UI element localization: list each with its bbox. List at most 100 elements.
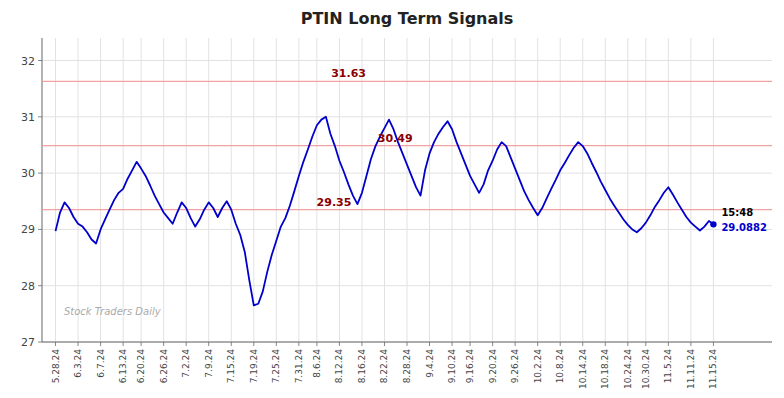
tick-x xyxy=(668,342,669,346)
grid-line-x xyxy=(163,38,164,342)
tick-x xyxy=(605,342,606,346)
tick-x xyxy=(361,342,362,346)
tick-x xyxy=(690,342,691,346)
tick-label-x: 7.9.24 xyxy=(204,349,214,378)
tick-x xyxy=(582,342,583,346)
tick-label-x: 11.11.24 xyxy=(686,349,696,389)
chart: PTIN Long Term Signals2728293031325.28.2… xyxy=(0,0,784,398)
tick-label-y: 27 xyxy=(21,336,35,349)
grid-line-x xyxy=(253,38,254,342)
grid-line-x xyxy=(452,38,453,342)
tick-label-x: 6.7.24 xyxy=(96,349,106,378)
tick-label-x: 6.26.24 xyxy=(159,349,169,384)
tick-x xyxy=(470,342,471,346)
grid-line-x xyxy=(582,38,583,342)
axis-x xyxy=(42,342,772,343)
grid-line-x xyxy=(560,38,561,342)
signal-label: 30.49 xyxy=(378,132,413,145)
grid-line-x xyxy=(55,38,56,342)
plot-area xyxy=(42,81,772,305)
grid-line-x xyxy=(384,38,385,342)
grid-line-x xyxy=(645,38,646,342)
signal-label: 31.63 xyxy=(331,67,366,80)
tick-label-x: 9.16.24 xyxy=(465,349,475,384)
grid-line-x xyxy=(407,38,408,342)
grid-line-x xyxy=(713,38,714,342)
tick-label-x: 8.22.24 xyxy=(379,349,389,384)
tick-y xyxy=(38,116,42,117)
tick-y xyxy=(38,173,42,174)
grid-line-x xyxy=(141,38,142,342)
tick-x xyxy=(186,342,187,346)
tick-x xyxy=(253,342,254,346)
tick-x xyxy=(316,342,317,346)
tick-label-y: 29 xyxy=(21,223,35,236)
tick-label-x: 11.15.24 xyxy=(708,349,718,389)
price-line xyxy=(56,117,714,306)
tick-x xyxy=(560,342,561,346)
tick-label-x: 7.15.24 xyxy=(226,349,236,384)
tick-y xyxy=(38,229,42,230)
tick-x xyxy=(231,342,232,346)
tick-y xyxy=(38,60,42,61)
tick-x xyxy=(537,342,538,346)
tick-x xyxy=(100,342,101,346)
grid-line-x xyxy=(316,38,317,342)
tick-y xyxy=(38,285,42,286)
tick-x xyxy=(276,342,277,346)
tick-x xyxy=(384,342,385,346)
tick-label-x: 10.2.24 xyxy=(533,349,543,384)
tick-label-x: 10.8.24 xyxy=(555,349,565,384)
tick-x xyxy=(123,342,124,346)
signal-line xyxy=(42,209,772,210)
tick-x xyxy=(645,342,646,346)
tick-label-x: 8.12.24 xyxy=(334,349,344,384)
tick-x xyxy=(78,342,79,346)
grid-line-x xyxy=(231,38,232,342)
watermark: Stock Traders Daily xyxy=(64,306,162,317)
title: PTIN Long Term Signals xyxy=(301,9,514,28)
grid-line-x xyxy=(668,38,669,342)
tick-label-x: 10.14.24 xyxy=(578,349,588,389)
tick-label-x: 8.16.24 xyxy=(357,349,367,384)
signal-line xyxy=(42,81,772,82)
tick-x xyxy=(208,342,209,346)
tick-label-y: 32 xyxy=(21,55,35,68)
tick-label-y: 28 xyxy=(21,280,35,293)
tick-label-x: 7.31.24 xyxy=(294,349,304,384)
tick-x xyxy=(515,342,516,346)
tick-y xyxy=(38,342,42,343)
tick-label-x: 8.6.24 xyxy=(312,349,322,378)
grid-line-x xyxy=(78,38,79,342)
tick-x xyxy=(141,342,142,346)
grid-line-x xyxy=(339,38,340,342)
tick-label-x: 6.20.24 xyxy=(136,349,146,384)
tick-x xyxy=(163,342,164,346)
grid-line-y xyxy=(42,342,772,343)
tick-label-x: 11.5.24 xyxy=(663,349,673,384)
tick-label-y: 30 xyxy=(21,167,35,180)
tick-x xyxy=(298,342,299,346)
tick-label-x: 9.10.24 xyxy=(447,349,457,384)
grid xyxy=(42,38,772,342)
grid-line-x xyxy=(470,38,471,342)
grid-line-x xyxy=(492,38,493,342)
tick-label-x: 8.28.24 xyxy=(402,349,412,384)
end-time-label: 15:48 xyxy=(721,207,753,218)
tick-x xyxy=(713,342,714,346)
tick-x xyxy=(339,342,340,346)
tick-x xyxy=(429,342,430,346)
tick-label-x: 5.28.24 xyxy=(51,349,61,384)
grid-line-x xyxy=(690,38,691,342)
signal-label: 29.35 xyxy=(317,196,352,209)
grid-line-x xyxy=(515,38,516,342)
tick-x xyxy=(452,342,453,346)
tick-label-x: 6.13.24 xyxy=(118,349,128,384)
tick-x xyxy=(627,342,628,346)
grid-line-x xyxy=(298,38,299,342)
tick-label-x: 6.3.24 xyxy=(73,349,83,378)
tick-label-x: 9.26.24 xyxy=(510,349,520,384)
tick-label-x: 10.24.24 xyxy=(623,349,633,389)
axis-y xyxy=(42,38,43,342)
end-price-label: 29.0882 xyxy=(721,222,767,233)
